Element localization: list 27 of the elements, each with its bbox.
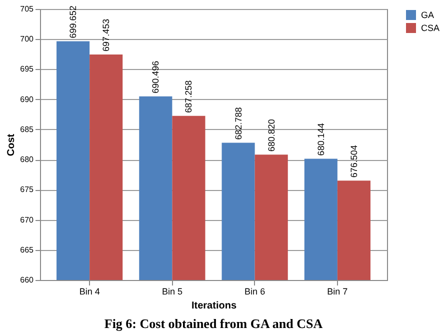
data-label: 699.652 bbox=[68, 6, 78, 38]
data-label: 676.504 bbox=[348, 145, 359, 178]
y-tick-label: 680 bbox=[20, 155, 34, 164]
x-axis-title: Iterations bbox=[191, 300, 237, 312]
legend-label: GA bbox=[421, 10, 434, 20]
data-label: 680.144 bbox=[316, 123, 326, 156]
data-label: 680.820 bbox=[266, 119, 276, 152]
y-tick-label: 660 bbox=[20, 276, 34, 284]
y-axis-title: Cost bbox=[6, 133, 18, 156]
y-tick-label: 670 bbox=[20, 215, 34, 224]
data-label: 682.788 bbox=[233, 107, 244, 140]
data-label: 690.496 bbox=[150, 60, 161, 94]
y-tick-label: 690 bbox=[20, 94, 34, 104]
x-tick-label: Bin 6 bbox=[244, 286, 266, 296]
data-label: 687.258 bbox=[184, 80, 194, 113]
y-tick-label: 675 bbox=[20, 185, 34, 194]
caption: Fig 6: Cost obtained from GA and CSA bbox=[104, 316, 324, 331]
y-tick-label: 685 bbox=[20, 124, 34, 134]
data-label: 697.453 bbox=[101, 18, 112, 52]
y-tick-label: 700 bbox=[20, 34, 34, 44]
y-tick-label: 665 bbox=[20, 245, 34, 254]
legend-label: CSA bbox=[421, 23, 440, 33]
x-tick-label: Bin 7 bbox=[327, 286, 348, 296]
x-tick-label: Bin 5 bbox=[162, 286, 182, 296]
x-tick-label: Bin 4 bbox=[79, 286, 100, 296]
y-tick-label: 695 bbox=[20, 64, 34, 74]
y-tick-label: 705 bbox=[20, 4, 34, 14]
